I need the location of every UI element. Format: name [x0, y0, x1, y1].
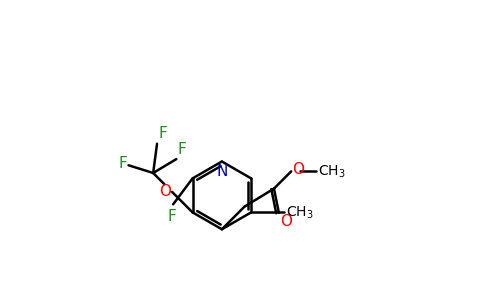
Text: F: F [167, 209, 176, 224]
Text: N: N [216, 164, 227, 179]
Text: O: O [159, 184, 171, 199]
Text: F: F [159, 126, 167, 141]
Text: F: F [178, 142, 186, 157]
Text: O: O [292, 162, 304, 177]
Text: F: F [118, 156, 127, 171]
Text: O: O [280, 214, 292, 229]
Text: CH$_3$: CH$_3$ [286, 204, 314, 220]
Text: CH$_3$: CH$_3$ [318, 163, 346, 180]
